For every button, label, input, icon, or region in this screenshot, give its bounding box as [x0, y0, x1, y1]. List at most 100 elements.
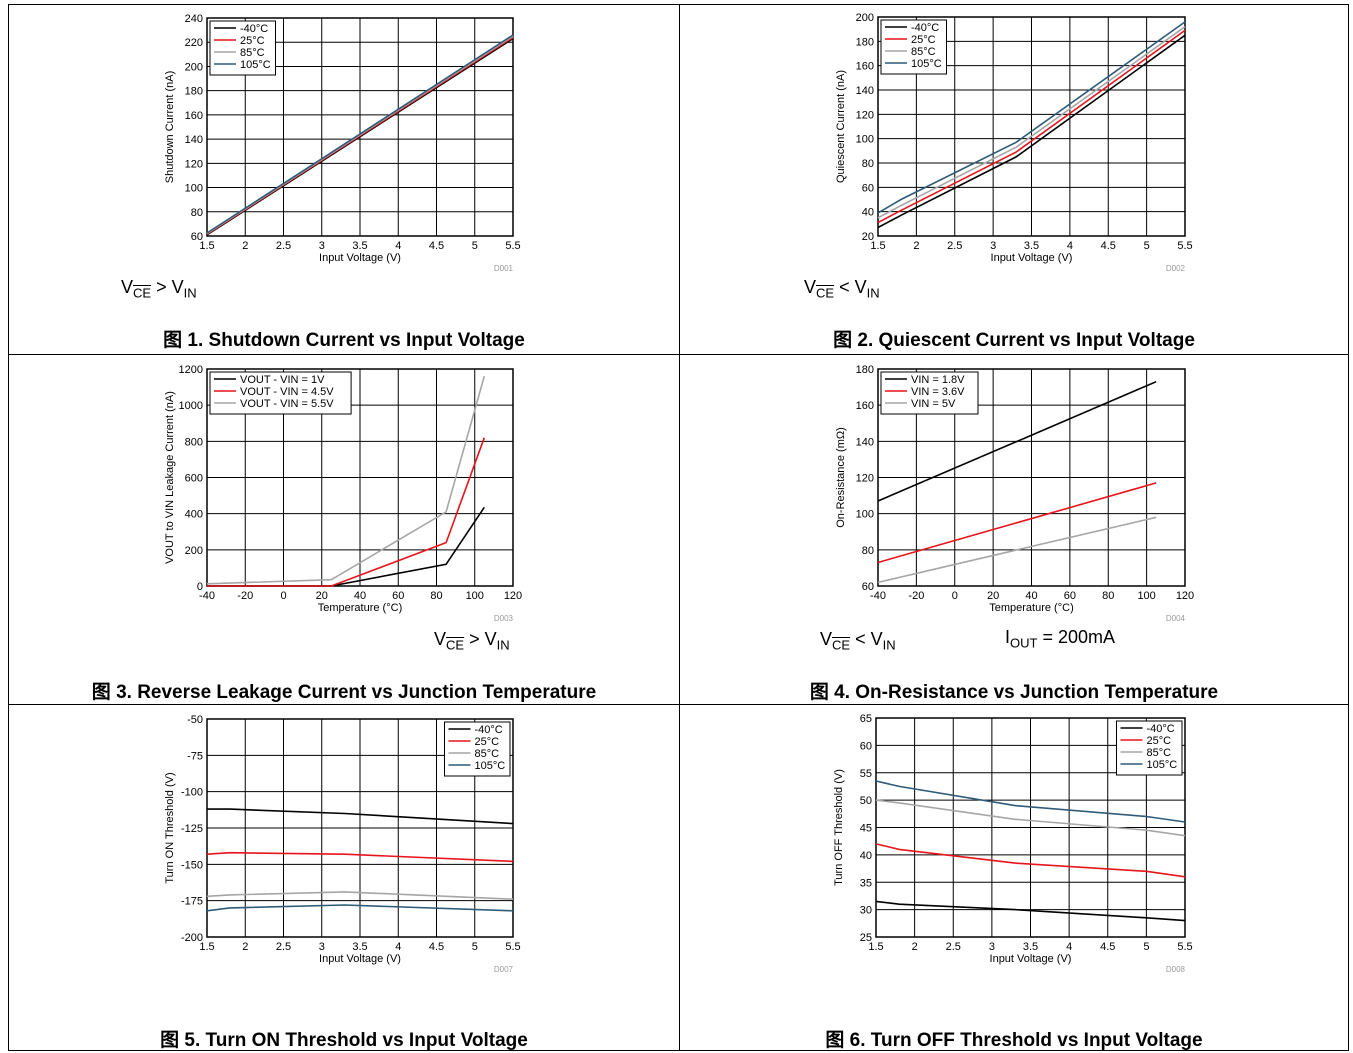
caption-3: 图 3. Reverse Leakage Current vs Junction… — [91, 682, 597, 703]
x-axis-label: Input Voltage (V) — [991, 252, 1073, 264]
y-tick-label: 120 — [856, 473, 874, 485]
figure-code: D007 — [494, 965, 514, 974]
series-line — [207, 506, 485, 587]
note-v-sub: CE — [446, 637, 465, 653]
y-axis-label: VOUT to VIN Leakage Current (nA) — [164, 391, 176, 564]
y-tick-label: 240 — [185, 13, 203, 25]
legend-entry: VOUT - VIN = 5.5V — [240, 398, 334, 410]
series-line — [877, 516, 1157, 584]
x-tick-label: 40 — [354, 590, 366, 602]
legend-entry: 25°C — [240, 35, 265, 47]
condition-note-4: VCE < VIN — [820, 629, 896, 653]
legend-entry: 105°C — [911, 58, 942, 70]
legend-entry: -40°C — [475, 724, 503, 736]
y-tick-label: 200 — [185, 61, 203, 73]
y-tick-label: 200 — [185, 545, 203, 557]
y-tick-label: 180 — [185, 86, 203, 98]
note-in-label: V — [484, 629, 497, 649]
x-tick-label: 80 — [430, 590, 442, 602]
note-in-label: V — [171, 277, 184, 297]
chart-on-resistance: -40 -20 0 20 40 60 80 100 120 60 80 100 120 140 160 180… — [835, 364, 1194, 623]
y-tick-label: -50 — [187, 714, 203, 726]
x-tick-label: 2.5 — [276, 941, 291, 953]
x-tick-label: 0 — [952, 590, 958, 602]
legend-entry: 25°C — [1147, 735, 1172, 747]
y-tick-label: 120 — [856, 109, 874, 121]
y-axis-label: Quiescent Current (nA) — [835, 70, 847, 183]
x-tick-label: 3 — [990, 240, 996, 252]
x-tick-label: 3.5 — [1023, 941, 1038, 953]
y-tick-label: -200 — [181, 932, 203, 944]
x-tick-label: 1.5 — [868, 941, 883, 953]
x-tick-label: 40 — [1025, 590, 1037, 602]
y-tick-label: 140 — [856, 436, 874, 448]
note-v-label: V — [804, 277, 817, 297]
legend-box — [444, 721, 511, 777]
y-tick-label: 220 — [185, 37, 203, 49]
caption-6: 图 6. Turn OFF Threshold vs Input Voltage — [825, 1030, 1203, 1051]
x-tick-label: 20 — [987, 590, 999, 602]
series-line — [207, 808, 514, 825]
y-tick-label: 400 — [185, 509, 203, 521]
x-tick-label: 1.5 — [199, 240, 214, 252]
y-tick-label: 160 — [856, 400, 874, 412]
series-line — [206, 851, 514, 863]
y-tick-label: 25 — [860, 932, 872, 944]
legend-entry: VIN = 3.6V — [911, 386, 965, 398]
note-i-value: = 200mA — [1037, 627, 1116, 647]
x-tick-label: 3 — [319, 941, 325, 953]
figure-code: D004 — [1166, 614, 1186, 623]
x-tick-label: 4.5 — [429, 941, 444, 953]
note-v-sub: CE — [832, 637, 851, 653]
condition-note-3: VCE > VIN — [434, 629, 510, 653]
legend-entry: -40°C — [1147, 723, 1175, 735]
y-tick-label: 50 — [860, 795, 872, 807]
x-axis-label: Input Voltage (V) — [319, 953, 401, 965]
x-tick-label: 2 — [242, 240, 248, 252]
x-tick-label: -20 — [237, 590, 253, 602]
plot-frame — [877, 16, 1186, 237]
chart-reverse-leakage: -40 -20 0 20 40 60 80 100 1200200400600800100012… — [164, 364, 522, 623]
plot-frame — [206, 718, 514, 938]
x-tick-label: -20 — [908, 590, 924, 602]
x-tick-label: 4 — [395, 240, 401, 252]
plot-frame — [877, 368, 1186, 587]
x-tick-label: 60 — [392, 590, 404, 602]
x-tick-label: 120 — [504, 590, 522, 602]
caption-5: 图 5. Turn ON Threshold vs Input Voltage — [160, 1030, 528, 1051]
x-tick-label: 120 — [1176, 590, 1194, 602]
x-tick-label: 4 — [1067, 240, 1073, 252]
y-tick-label: -100 — [181, 787, 203, 799]
y-tick-label: 1000 — [179, 400, 203, 412]
x-tick-label: 3 — [989, 941, 995, 953]
chart-shutdown-current: 1.5 2 2.5 3 3.5 4 4.5 5 5.5 60 80 100 120 140 160 180 20… — [164, 13, 521, 273]
y-tick-label: -150 — [181, 859, 203, 871]
y-tick-label: -125 — [181, 823, 203, 835]
y-tick-label: 0 — [197, 581, 203, 593]
series-line — [206, 34, 514, 234]
x-tick-label: 5.5 — [505, 941, 520, 953]
x-axis-label: Input Voltage (V) — [319, 252, 401, 264]
series-line — [206, 904, 514, 912]
note-in-label: V — [870, 629, 883, 649]
figure-cell-1: 1.5 2 2.5 3 3.5 4 4.5 5 5.5 60 80 100 120 140 160 180 20… — [9, 5, 680, 355]
plot-frame — [875, 717, 1186, 938]
y-tick-label: 60 — [862, 581, 874, 593]
y-tick-label: 65 — [860, 713, 872, 725]
legend-entry: 85°C — [1147, 747, 1172, 759]
x-tick-label: 2 — [913, 240, 919, 252]
current-note-4: IOUT = 200mA — [1005, 627, 1115, 651]
note-in-sub: IN — [183, 285, 197, 301]
x-tick-label: 5.5 — [505, 240, 520, 252]
note-in-label: V — [854, 277, 867, 297]
legend-entry: 105°C — [1147, 759, 1178, 771]
legend-entry: VOUT - VIN = 1V — [240, 374, 325, 386]
y-tick-label: 120 — [185, 158, 203, 170]
x-tick-label: 4 — [1066, 941, 1072, 953]
y-tick-label: 55 — [860, 768, 872, 780]
note-v-label: V — [820, 629, 833, 649]
y-axis-label: Turn OFF Threshold (V) — [833, 769, 845, 886]
note-relation: < — [850, 629, 871, 649]
note-in-sub: IN — [496, 637, 510, 653]
legend-entry: VOUT - VIN = 4.5V — [240, 386, 334, 398]
